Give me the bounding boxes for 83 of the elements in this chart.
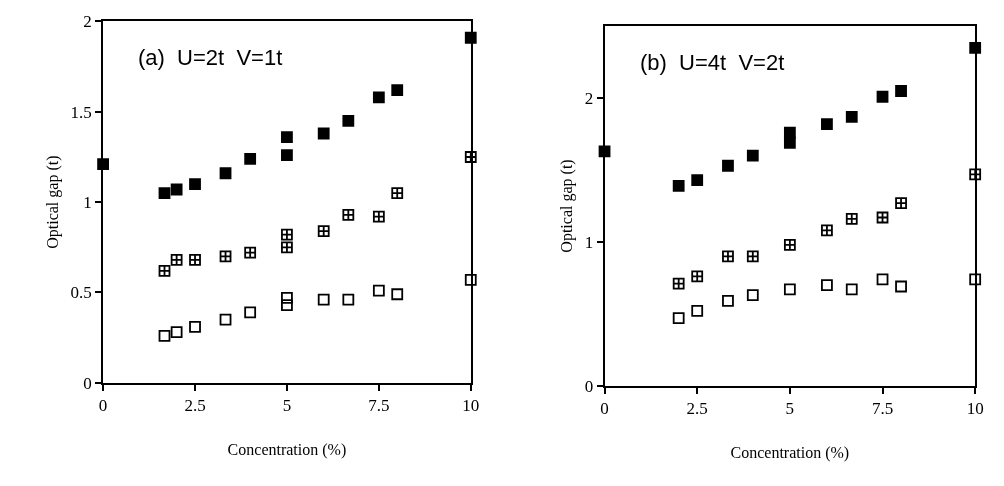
y-tick-label: 0.5 — [70, 283, 92, 303]
point — [821, 224, 833, 237]
x-axis-title: Concentration (%) — [730, 444, 850, 463]
point — [219, 313, 232, 326]
point — [219, 250, 232, 263]
x-axis-title: Concentration (%) — [227, 441, 347, 460]
point — [317, 127, 330, 140]
point — [281, 131, 293, 144]
point — [170, 183, 183, 196]
point — [876, 90, 889, 103]
point — [170, 254, 183, 266]
point — [189, 178, 201, 190]
x-tick-label: 7.5 — [871, 399, 894, 419]
point — [672, 312, 685, 325]
point — [783, 136, 796, 149]
point — [722, 250, 734, 263]
x-tick-label: 2.5 — [686, 399, 708, 419]
point — [158, 187, 171, 200]
point — [244, 306, 257, 319]
point — [845, 110, 858, 123]
point — [391, 84, 404, 97]
point — [845, 283, 858, 296]
point — [281, 149, 293, 162]
x-tick-label: 10 — [966, 399, 984, 419]
point — [746, 149, 759, 162]
x-tick-label: 0 — [98, 396, 108, 416]
point — [391, 288, 404, 301]
point — [672, 179, 685, 192]
point — [219, 167, 232, 180]
point — [876, 211, 889, 224]
text: (b) U=4t V=2t — [640, 50, 785, 75]
y-tick-label: 1 — [584, 232, 594, 252]
point — [691, 270, 704, 283]
point — [317, 225, 330, 237]
y-tick-label: 1 — [83, 193, 92, 213]
point — [691, 174, 704, 187]
x-tick-label: 0 — [600, 399, 609, 419]
point — [244, 246, 257, 259]
point — [189, 254, 201, 266]
x-tick-label: 2.5 — [184, 396, 206, 416]
point — [672, 277, 685, 290]
x-tick-label: 5 — [282, 396, 292, 416]
point — [691, 305, 704, 317]
y-axis-title: Optical gap (t) — [558, 159, 577, 253]
point — [895, 280, 907, 293]
point — [342, 293, 355, 306]
point — [158, 329, 171, 342]
point — [372, 210, 385, 223]
text: (a) U=2t V=1t — [138, 45, 283, 70]
point — [281, 228, 293, 241]
point — [821, 118, 833, 130]
x-tick-label: 7.5 — [368, 396, 390, 416]
point — [342, 114, 355, 127]
y-tick-label: 0 — [83, 373, 92, 393]
point — [281, 241, 293, 254]
x-tick-label: 10 — [462, 396, 480, 416]
point — [969, 273, 982, 286]
point — [845, 213, 858, 225]
point — [969, 168, 982, 181]
point — [317, 293, 330, 306]
y-tick-label: 2 — [83, 12, 92, 32]
point — [746, 250, 759, 263]
y-axis-title: Optical gap (t) — [43, 155, 62, 249]
point — [783, 283, 796, 296]
point — [391, 187, 404, 200]
point — [244, 152, 257, 165]
y-tick-label: 1.5 — [70, 102, 92, 122]
point — [342, 208, 355, 221]
point — [158, 264, 171, 277]
point — [170, 326, 183, 339]
point — [746, 289, 759, 302]
x-tick-label: 5 — [785, 399, 795, 419]
point — [464, 151, 477, 163]
point — [895, 197, 907, 210]
point — [895, 85, 907, 97]
point — [372, 284, 385, 297]
point — [876, 273, 889, 286]
point — [783, 238, 796, 251]
point — [722, 159, 734, 172]
y-tick-label: 0 — [584, 376, 594, 396]
point — [372, 91, 385, 104]
point — [464, 273, 477, 286]
y-tick-label: 2 — [584, 89, 594, 109]
